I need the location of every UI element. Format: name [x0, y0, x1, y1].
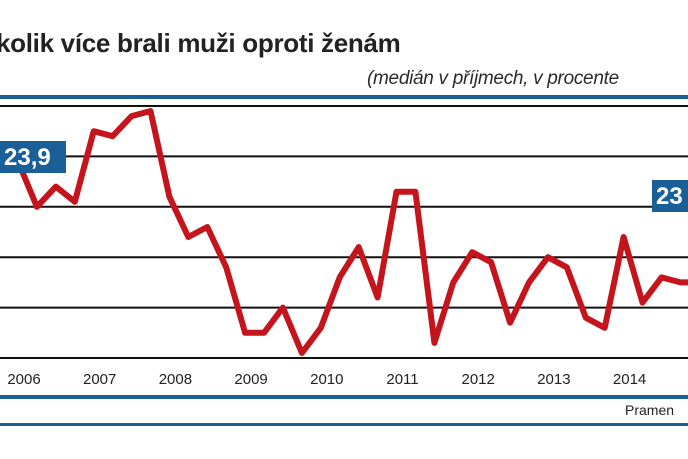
x-tick-label: 2013 — [537, 371, 570, 388]
chart-title: kolik více brali muži oproti ženám — [0, 28, 401, 58]
value-callout — [0, 141, 66, 173]
source-note: Pramen — [625, 402, 675, 418]
x-tick-label: 2009 — [234, 371, 267, 388]
footer-rule — [0, 423, 688, 426]
x-tick-label: 2010 — [310, 371, 343, 388]
x-tick-label: 2012 — [462, 371, 495, 388]
value-callout-label: 23 — [656, 183, 683, 210]
x-tick-label: 2006 — [7, 371, 40, 388]
chart-subtitle: (medián v příjmech, v procente — [367, 68, 619, 89]
x-tick-label: 2007 — [83, 371, 116, 388]
top-rule — [0, 95, 688, 99]
value-callout — [652, 180, 688, 212]
bottom-rule — [0, 395, 688, 399]
series-line — [15, 108, 688, 356]
x-tick-label: 2008 — [159, 371, 192, 388]
x-tick-label: 2014 — [613, 371, 646, 388]
value-callout-label: 23,9 — [4, 144, 51, 171]
x-tick-label: 2011 — [386, 371, 418, 388]
